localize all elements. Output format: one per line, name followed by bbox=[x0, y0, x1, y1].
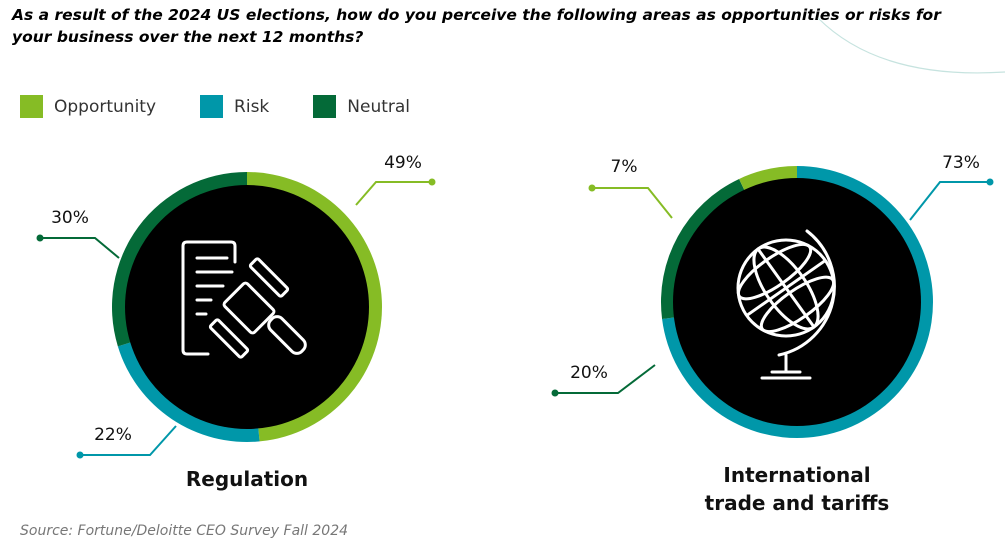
donut-regulation: 49% 22% 30% Regulation bbox=[36, 153, 436, 491]
legend-item-risk: Risk bbox=[200, 95, 269, 118]
data-label-risk: 73% bbox=[942, 153, 980, 173]
data-label-opportunity: 49% bbox=[384, 153, 422, 173]
donut-trade-tariffs-leaders: 7% 73% 20% bbox=[551, 153, 994, 397]
legend-swatch-opportunity bbox=[20, 95, 43, 118]
legend-label-neutral: Neutral bbox=[347, 96, 411, 117]
category-label-trade-line1: International bbox=[723, 463, 870, 487]
legend-label-opportunity: Opportunity bbox=[54, 96, 157, 117]
donut-trade-tariffs: 7% 73% 20% International trade and tariffs bbox=[551, 153, 994, 515]
leader-dot-opportunity bbox=[428, 178, 436, 186]
leader-dot-neutral bbox=[551, 389, 559, 397]
globe-icon bbox=[736, 229, 836, 380]
data-label-neutral: 30% bbox=[51, 208, 89, 228]
data-label-risk: 22% bbox=[94, 425, 132, 445]
donut-regulation-leaders: 49% 22% 30% bbox=[36, 153, 436, 459]
category-label-regulation: Regulation bbox=[186, 467, 308, 491]
leader-line-risk bbox=[909, 181, 990, 221]
leader-dot-risk bbox=[76, 451, 84, 459]
gavel-document-icon bbox=[181, 240, 307, 359]
leader-line-risk bbox=[80, 425, 177, 456]
leader-dot-neutral bbox=[36, 234, 44, 242]
legend-swatch-risk bbox=[200, 95, 224, 118]
leader-line-neutral bbox=[40, 237, 120, 259]
chart-title: As a result of the 2024 US elections, ho… bbox=[12, 6, 941, 46]
source-note: Source: Fortune/Deloitte CEO Survey Fall… bbox=[20, 523, 349, 539]
leader-dot-opportunity bbox=[588, 184, 596, 192]
donut-regulation-center bbox=[125, 185, 369, 429]
leader-line-opportunity bbox=[355, 181, 432, 206]
leader-line-neutral bbox=[555, 364, 656, 394]
category-label-trade-line2: trade and tariffs bbox=[705, 491, 890, 515]
data-label-opportunity: 7% bbox=[611, 157, 638, 177]
legend-item-neutral: Neutral bbox=[313, 95, 410, 118]
decorative-arc bbox=[817, 17, 1005, 74]
leader-line-opportunity bbox=[592, 187, 673, 219]
legend: Opportunity Risk Neutral bbox=[20, 95, 454, 118]
legend-item-opportunity: Opportunity bbox=[20, 95, 156, 118]
leader-dot-risk bbox=[986, 178, 994, 186]
legend-swatch-neutral bbox=[313, 95, 337, 118]
legend-label-risk: Risk bbox=[234, 96, 270, 117]
data-label-neutral: 20% bbox=[570, 363, 608, 383]
